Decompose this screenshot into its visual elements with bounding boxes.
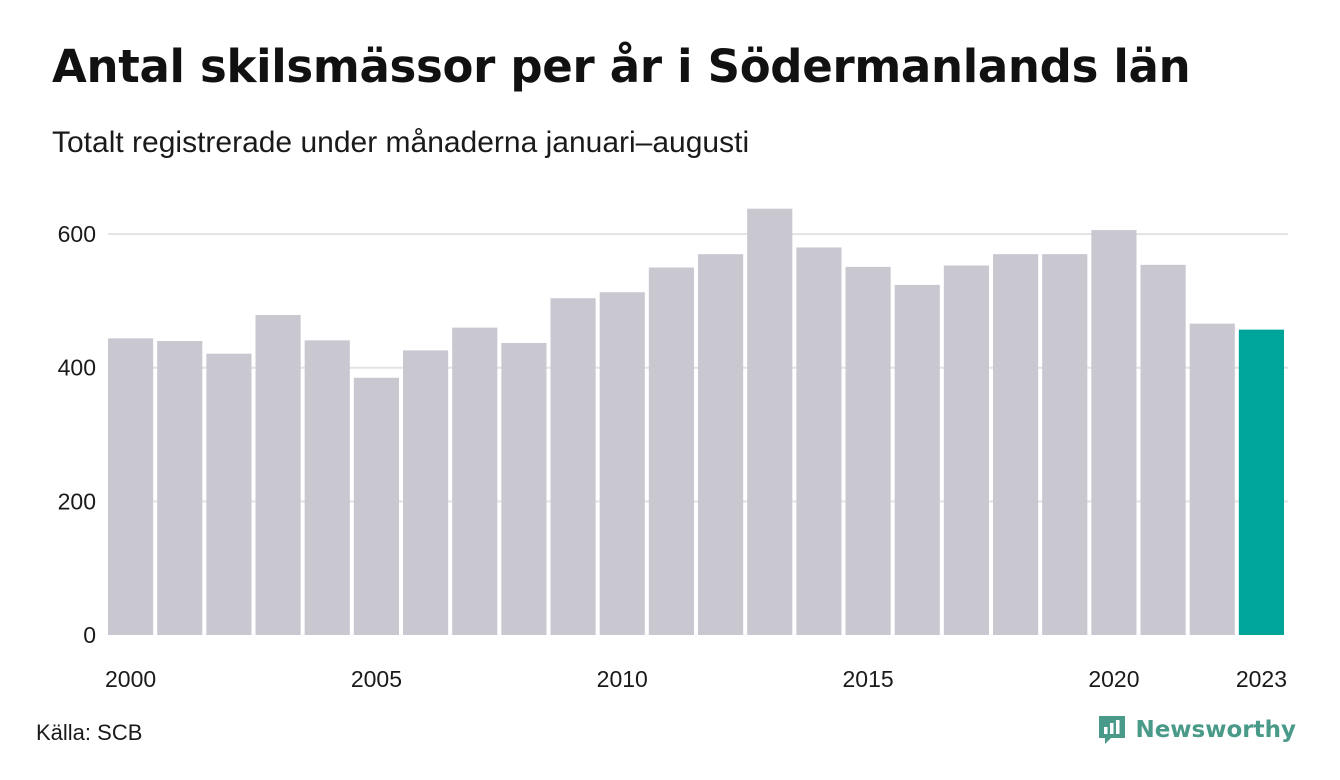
x-axis-ticks: 2000 2005 2010 2015 2020 2023 <box>105 666 1287 692</box>
x-tick-label: 2020 <box>1088 666 1139 692</box>
y-tick-label: 600 <box>58 221 96 247</box>
bar-2020 <box>1091 230 1137 635</box>
x-tick-label: 2015 <box>842 666 893 692</box>
chart-subtitle: Totalt registrerade under månaderna janu… <box>52 126 750 159</box>
x-tick-label: 2005 <box>351 666 402 692</box>
bar-2001 <box>157 341 203 635</box>
y-tick-label: 0 <box>83 622 96 648</box>
bar-2022 <box>1189 323 1235 635</box>
bar-2019 <box>1042 254 1088 636</box>
brand-name: Newsworthy <box>1135 717 1296 743</box>
bar-2004 <box>304 340 350 635</box>
bar-2010 <box>599 292 645 635</box>
bar-chart: 0 200 400 600 2000 2005 2010 2015 2020 2023 <box>58 208 1288 692</box>
source-note: Källa: SCB <box>36 720 143 745</box>
bar-2008 <box>501 343 547 635</box>
y-tick-label: 200 <box>58 488 96 514</box>
bar-2015 <box>845 266 891 635</box>
x-tick-label: 2000 <box>105 666 156 692</box>
bar-2017 <box>943 265 989 635</box>
bar-2003 <box>255 314 301 635</box>
bar-2023 <box>1238 329 1284 635</box>
bar-2005 <box>353 377 399 635</box>
bar-2014 <box>796 247 842 636</box>
bar-2006 <box>403 350 449 635</box>
bar-2009 <box>550 298 596 635</box>
newsworthy-logo-icon <box>1099 716 1126 744</box>
bar-2007 <box>452 327 498 635</box>
bar-2012 <box>698 254 744 636</box>
bar-2002 <box>206 353 252 635</box>
y-axis-ticks: 0 200 400 600 <box>58 221 96 648</box>
chart-title: Antal skilsmässor per år i Södermanlands… <box>52 40 1191 93</box>
bar-2018 <box>993 254 1039 636</box>
bar-2000 <box>108 338 154 635</box>
bar-2011 <box>648 267 694 635</box>
brand-logo: Newsworthy <box>1097 714 1296 746</box>
bar-2013 <box>747 208 793 635</box>
x-tick-label: 2010 <box>597 666 648 692</box>
bars <box>108 208 1284 636</box>
bar-2021 <box>1140 264 1186 635</box>
x-tick-label: 2023 <box>1236 666 1287 692</box>
bar-2016 <box>894 284 940 635</box>
y-tick-label: 400 <box>58 355 96 381</box>
